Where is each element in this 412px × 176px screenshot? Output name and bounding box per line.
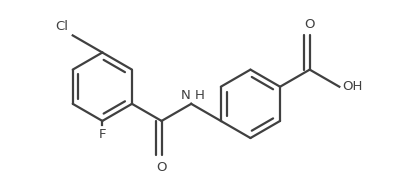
Text: OH: OH — [342, 80, 363, 93]
Text: O: O — [156, 161, 167, 174]
Text: H: H — [194, 89, 204, 102]
Text: Cl: Cl — [56, 20, 68, 33]
Text: O: O — [304, 18, 315, 31]
Text: N: N — [180, 89, 190, 102]
Text: F: F — [98, 128, 106, 141]
